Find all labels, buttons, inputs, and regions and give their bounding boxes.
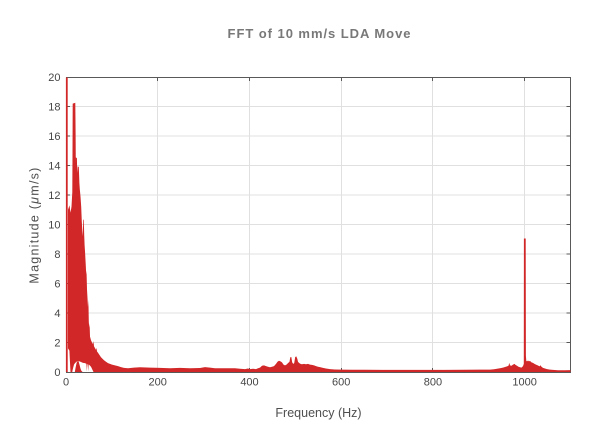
- svg-text:12: 12: [48, 190, 60, 202]
- svg-text:2: 2: [54, 337, 60, 349]
- svg-text:1000: 1000: [512, 377, 536, 389]
- svg-text:400: 400: [240, 377, 258, 389]
- svg-text:Magnitude (μm/s): Magnitude (μm/s): [28, 166, 42, 283]
- svg-text:0: 0: [54, 367, 60, 379]
- svg-text:16: 16: [48, 131, 60, 143]
- svg-text:10: 10: [48, 219, 60, 231]
- svg-text:14: 14: [48, 160, 60, 172]
- svg-text:8: 8: [54, 249, 60, 261]
- svg-text:200: 200: [149, 377, 167, 389]
- svg-text:18: 18: [48, 101, 60, 113]
- svg-text:FFT of 10 mm/s LDA Move: FFT of 10 mm/s LDA Move: [228, 26, 412, 41]
- svg-text:800: 800: [424, 377, 442, 389]
- svg-text:600: 600: [332, 377, 350, 389]
- svg-text:Frequency (Hz): Frequency (Hz): [275, 406, 361, 420]
- svg-text:20: 20: [48, 72, 60, 84]
- svg-text:6: 6: [54, 278, 60, 290]
- svg-text:0: 0: [63, 377, 69, 389]
- svg-text:4: 4: [54, 308, 60, 320]
